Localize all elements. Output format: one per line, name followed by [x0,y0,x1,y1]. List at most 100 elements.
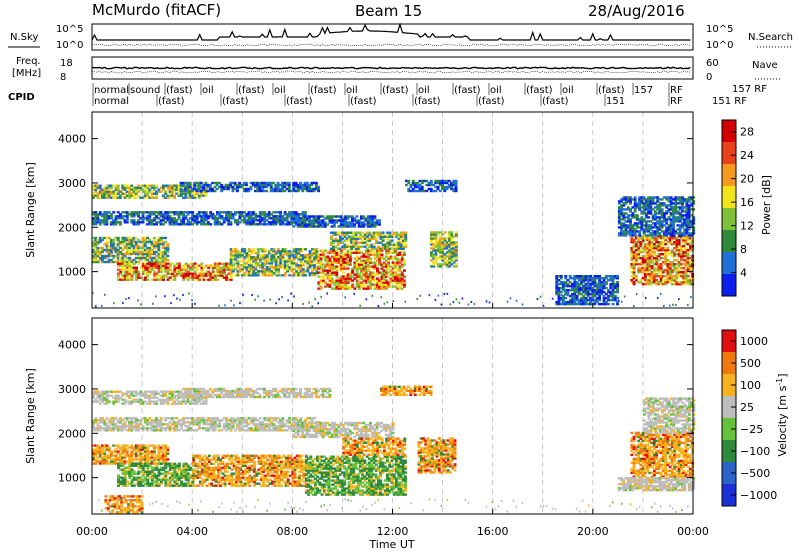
echo-cell [292,211,296,214]
echo-cell [281,254,285,257]
echo-cell [121,258,125,262]
echo-cell [360,269,364,272]
echo-cell [566,302,570,306]
echo-cell [105,400,109,403]
echo-cell [622,224,626,227]
echo-cell [247,270,251,273]
echo-cell [649,206,653,209]
echo-cell [229,215,233,218]
echo-cell [647,208,651,211]
echo-cell [193,274,197,277]
echo-cell [157,266,161,269]
echo-cell [582,288,586,292]
echo-cell [328,257,332,260]
echo-cell [652,267,656,270]
echo-cell [202,274,206,277]
echo-cell [672,216,675,219]
echo-cell [348,271,352,274]
echo-cell [672,224,675,227]
echo-cell [206,189,210,193]
echo-cell [454,265,458,268]
echo-cell [671,263,674,266]
echo-cell [195,217,199,220]
echo-cell [258,213,262,216]
echo-cell [254,268,258,271]
echo-cell [326,271,330,274]
echo-cell [213,221,217,224]
echo-cell [139,221,143,224]
echo-cell [252,248,256,251]
echo-cell [686,275,690,278]
echo-cell [386,247,390,250]
echo-cell [378,271,382,274]
echo-cell [148,266,152,269]
echo-cell [672,206,675,209]
echo-cell [281,185,284,189]
echo-cell [655,269,659,272]
echo-cell [454,257,458,260]
echo-cell [665,230,669,233]
echo-cell [180,274,183,277]
echo-cell [333,259,337,262]
echo-cell [398,287,402,290]
echo-cell [179,181,183,185]
echo-cell [364,219,368,222]
echo-cell [292,187,296,191]
cpid-mode-label: (fast) [350,96,377,107]
echo-cell [277,248,280,251]
echo-cell [130,219,134,222]
echo-cell [191,276,195,279]
echo-cell [643,259,647,262]
echo-cell [344,217,348,220]
echo-cell [611,275,615,278]
echo-cell [184,211,188,214]
echo-cell [630,279,634,282]
colorbar-segment [722,274,736,296]
echo-cell [687,228,691,231]
echo-cell [678,230,682,233]
echo-cell [638,226,642,229]
echo-cell [220,262,224,265]
echo-cell [168,192,172,195]
echo-cell [394,285,397,288]
echo-cell [94,242,98,246]
echo-cell [418,185,422,189]
echo-cell [382,261,386,264]
echo-cell [602,302,606,306]
echo-cell [152,188,156,191]
echo-cell [690,196,693,199]
echo-cell [656,228,660,231]
echo-cell [123,236,127,240]
echo-cell [629,218,632,221]
echo-cell [117,268,120,271]
echo-cell [123,398,127,401]
echo-cell [664,247,668,250]
echo-cell [245,262,249,265]
echo-cell [686,257,690,260]
echo-cell [211,264,215,267]
echo-cell [161,215,165,218]
echo-cell [367,255,370,258]
cpid-mode-label: (fast) [286,96,313,107]
echo-cell [286,260,289,263]
echo-cell [110,394,113,397]
echo-cell [348,275,352,278]
echo-cell [555,284,559,288]
echo-cell [265,213,269,216]
echo-cell [681,214,684,217]
echo-cell [306,262,310,265]
echo-cell [164,398,167,401]
echo-cell [361,241,365,244]
echo-cell [677,263,681,266]
echo-cell [399,233,403,236]
echo-cell [671,275,674,278]
echo-cell [96,221,100,224]
echo-cell [213,215,217,218]
echo-cell [633,196,637,199]
echo-cell [423,189,426,193]
echo-cell [270,254,274,257]
echo-cell [687,208,691,211]
echo-cell [377,231,381,234]
echo-cell [283,211,287,214]
echo-cell [656,226,660,229]
